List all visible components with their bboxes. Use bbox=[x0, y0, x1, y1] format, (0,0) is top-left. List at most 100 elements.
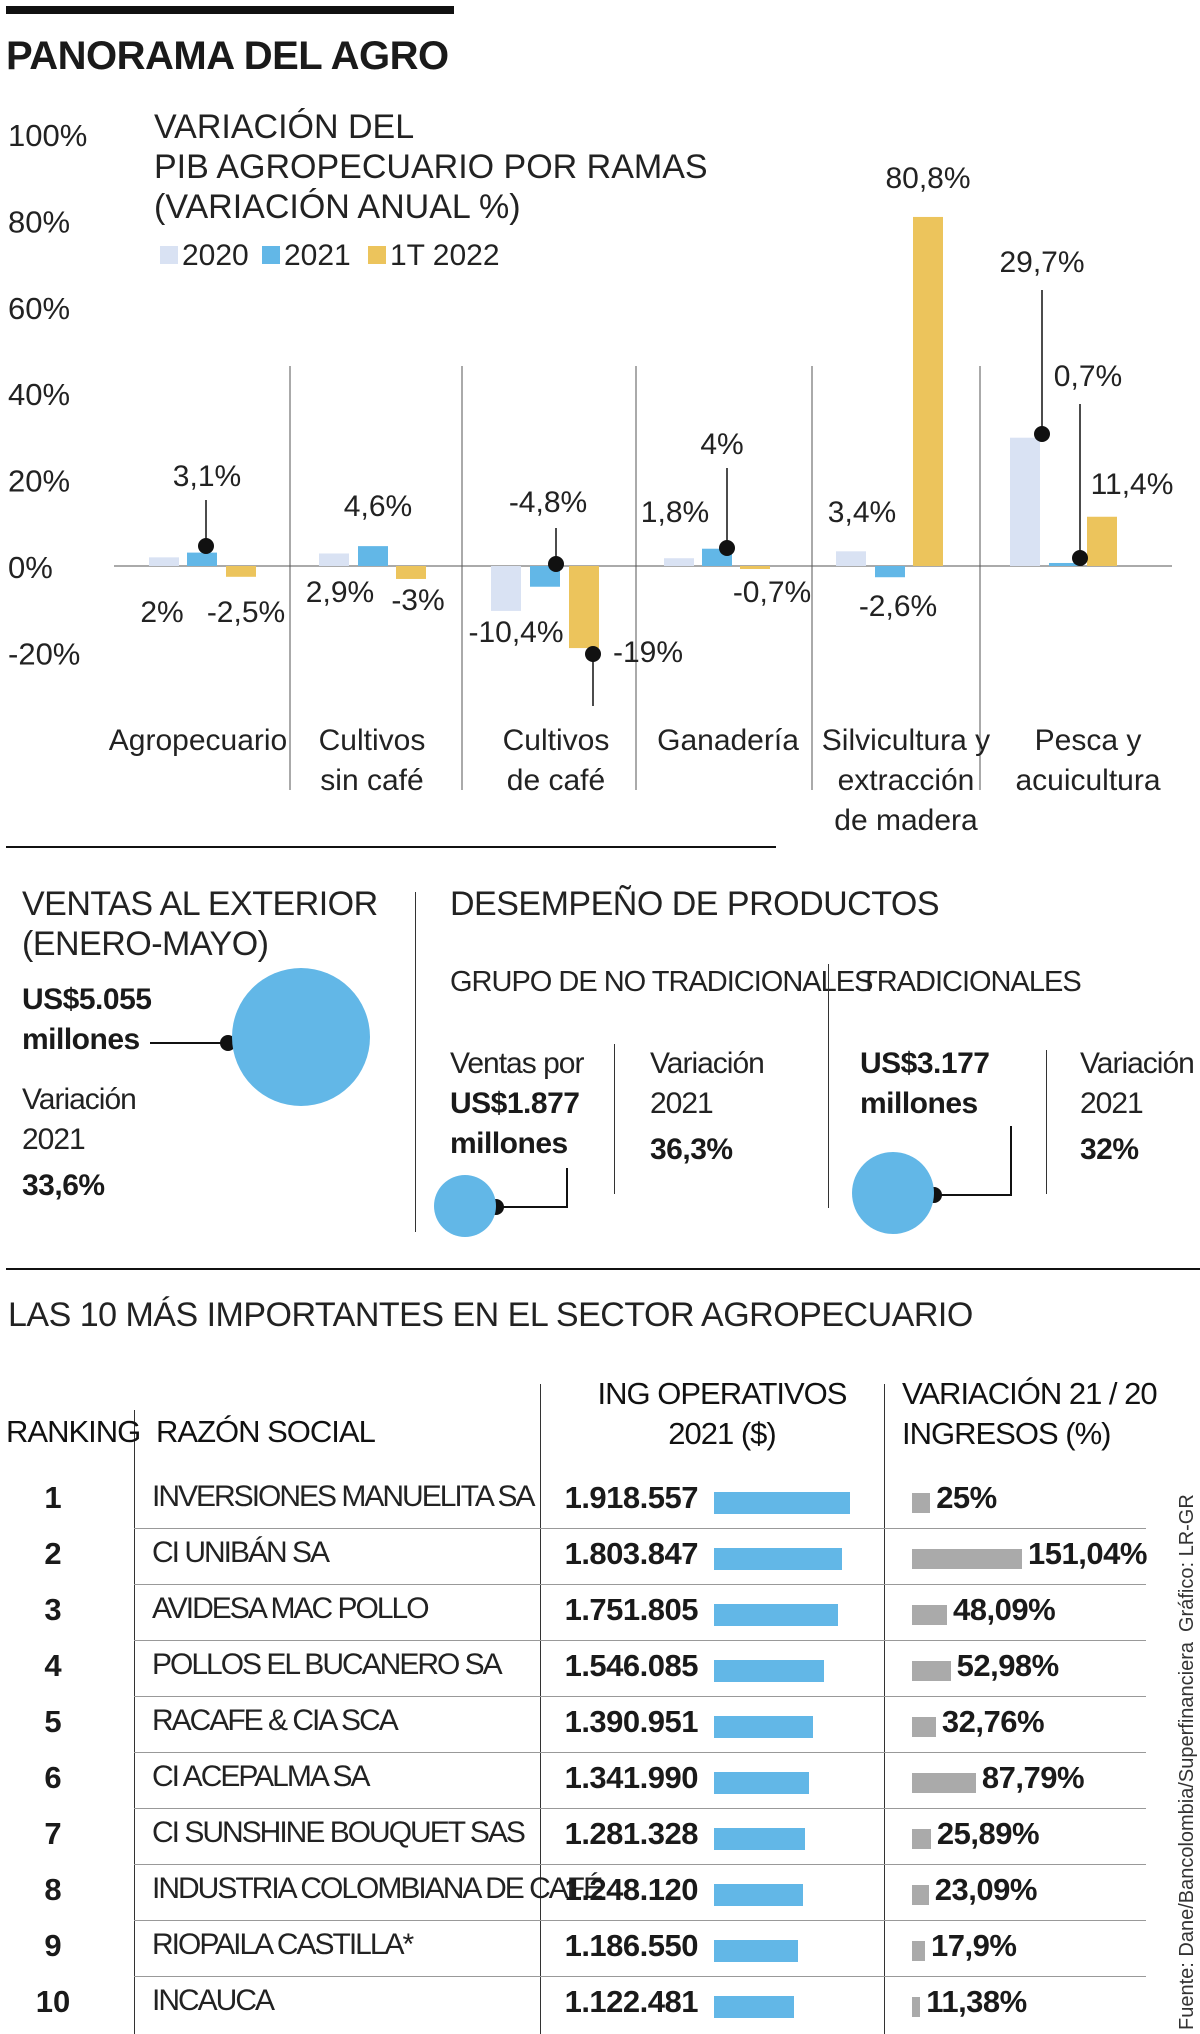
bar-2020 bbox=[319, 553, 349, 566]
table-row-ingresos-bar bbox=[714, 1884, 803, 1906]
table-row-variacion-bar bbox=[912, 1661, 951, 1681]
bar-2021 bbox=[187, 552, 217, 566]
exterior-heading-line1: VENTAS AL EXTERIOR bbox=[22, 885, 378, 923]
exterior-variation-label-line2: 2021 bbox=[22, 1123, 86, 1156]
table-row-rank: 7 bbox=[44, 1816, 62, 1851]
y-tick-label: 20% bbox=[8, 464, 70, 499]
chart-bottom-rule bbox=[6, 846, 776, 848]
legend-swatch bbox=[160, 246, 178, 264]
leader-dot bbox=[548, 556, 564, 572]
bar-2020 bbox=[836, 551, 866, 566]
bar-value-label: -3% bbox=[391, 584, 444, 617]
bar-value-label: -0,7% bbox=[733, 576, 811, 609]
table-row-variacion-bar bbox=[912, 1605, 947, 1625]
y-tick-label: 0% bbox=[8, 550, 53, 585]
table-row-ingresos-bar bbox=[714, 1716, 813, 1738]
trad-variation-label-line1: Variación bbox=[1080, 1047, 1195, 1080]
category-label: de madera bbox=[834, 804, 978, 837]
grafico-credit: Gráfico: LR-GR bbox=[1176, 1494, 1198, 1632]
bar-value-label: 1,8% bbox=[641, 496, 709, 529]
trad-variation-label: Variación 2021 bbox=[1080, 1044, 1195, 1124]
bar-2020 bbox=[149, 557, 179, 566]
table-row-company: POLLOS EL BUCANERO SA bbox=[152, 1648, 503, 1681]
table-row-company: AVIDESA MAC POLLO bbox=[152, 1592, 430, 1625]
table-row-ingresos: 1.918.557 bbox=[564, 1480, 699, 1515]
bar-2020 bbox=[664, 558, 694, 566]
table-row-ingresos-bar bbox=[714, 1660, 824, 1682]
chart-title-line: (VARIACIÓN ANUAL %) bbox=[154, 188, 521, 226]
table-row-divider bbox=[134, 1528, 1146, 1529]
table-row-variacion-bar bbox=[912, 1941, 925, 1961]
trad-variation-value: 32% bbox=[1080, 1133, 1139, 1166]
bar-value-label: -10,4% bbox=[468, 616, 563, 649]
table-row-company: CI ACEPALMA SA bbox=[152, 1760, 371, 1793]
table-row-ingresos-bar bbox=[714, 1492, 850, 1514]
table-row-divider bbox=[134, 1696, 1146, 1697]
table-col-divider-1 bbox=[134, 1410, 135, 2034]
table-row-ingresos-bar bbox=[714, 1772, 810, 1794]
table-row-divider bbox=[134, 1640, 1146, 1641]
chart-title-line: VARIACIÓN DEL bbox=[154, 108, 414, 146]
table-row-variacion: 87,79% bbox=[981, 1760, 1085, 1795]
bar-value-label: -2,5% bbox=[207, 596, 285, 629]
exterior-variation-label: Variación 2021 bbox=[22, 1080, 137, 1160]
table-row-rank: 8 bbox=[44, 1872, 62, 1907]
table-row-variacion-bar bbox=[912, 1549, 1022, 1569]
no-trad-leader-vertical bbox=[566, 1168, 568, 1208]
category-label: extracción bbox=[838, 764, 975, 797]
table-row-variacion: 25% bbox=[936, 1480, 997, 1515]
table-row-rank: 9 bbox=[44, 1928, 62, 1963]
trad-circle bbox=[852, 1152, 934, 1234]
bar-value-label: -4,8% bbox=[509, 486, 587, 519]
bar-1T-2022 bbox=[740, 566, 770, 570]
trad-sales-value: US$3.177 millones bbox=[860, 1044, 990, 1124]
y-tick-label: 60% bbox=[8, 291, 70, 326]
no-trad-variation-value: 36,3% bbox=[650, 1133, 733, 1166]
table-row-divider bbox=[134, 1808, 1146, 1809]
table-row-variacion-bar bbox=[912, 1829, 931, 1849]
category-label: de café bbox=[507, 764, 605, 797]
table-row-company: INCAUCA bbox=[152, 1984, 275, 2017]
table-row-variacion-bar bbox=[912, 1717, 936, 1737]
exterior-value: US$5.055 millones bbox=[22, 980, 152, 1060]
no-trad-leader-horizontal bbox=[496, 1206, 568, 1208]
no-trad-heading: GRUPO DE NO TRADICIONALES bbox=[450, 966, 873, 998]
table-row-variacion: 23,09% bbox=[934, 1872, 1038, 1907]
y-tick-label: -20% bbox=[8, 636, 80, 671]
table-row-variacion: 17,9% bbox=[931, 1928, 1017, 1963]
legend-label: 2020 bbox=[182, 239, 249, 272]
col-razon-header: RAZÓN SOCIAL bbox=[156, 1414, 376, 1449]
leader-dot bbox=[198, 538, 214, 554]
table-row-variacion-bar bbox=[912, 1885, 929, 1905]
no-trad-variation-label-line1: Variación bbox=[650, 1047, 765, 1080]
bar-2021 bbox=[1049, 562, 1079, 566]
bar-value-label: 2,9% bbox=[306, 576, 374, 609]
table-row-ingresos-bar bbox=[714, 1996, 794, 2018]
no-trad-sales-label: Ventas por bbox=[450, 1047, 584, 1080]
trad-leader-vertical bbox=[1010, 1126, 1012, 1196]
exterior-heading-line2: (ENERO-MAYO) bbox=[22, 925, 269, 963]
chart-title-line: PIB AGROPECUARIO POR RAMAS bbox=[154, 148, 708, 186]
bar-value-label: 4,6% bbox=[344, 490, 412, 523]
bar-value-label: 0,7% bbox=[1054, 360, 1122, 393]
bar-2021 bbox=[875, 566, 905, 578]
table-row-ingresos: 1.248.120 bbox=[564, 1872, 699, 1907]
col-ranking-header: RANKING bbox=[6, 1414, 141, 1449]
table-row-divider bbox=[134, 1584, 1146, 1585]
y-tick-label: 80% bbox=[8, 204, 70, 239]
leader-dot bbox=[1072, 550, 1088, 566]
bar-value-label: 3,4% bbox=[828, 496, 896, 529]
bar-value-label: 11,4% bbox=[1091, 468, 1174, 501]
table-col-divider-3 bbox=[884, 1384, 885, 2034]
exterior-leader-line bbox=[150, 1042, 228, 1044]
table-row-rank: 6 bbox=[44, 1760, 62, 1795]
no-trad-divider bbox=[614, 1044, 615, 1194]
table-row-rank: 1 bbox=[44, 1480, 62, 1515]
bar-2020 bbox=[491, 566, 521, 611]
table-top-rule bbox=[6, 1268, 1200, 1270]
table-row-ingresos: 1.390.951 bbox=[564, 1704, 699, 1739]
bar-value-label: 3,1% bbox=[173, 460, 241, 493]
no-trad-variation-label-line2: 2021 bbox=[650, 1087, 714, 1120]
table-row-variacion: 52,98% bbox=[956, 1648, 1060, 1683]
bar-1T-2022 bbox=[1087, 516, 1117, 566]
